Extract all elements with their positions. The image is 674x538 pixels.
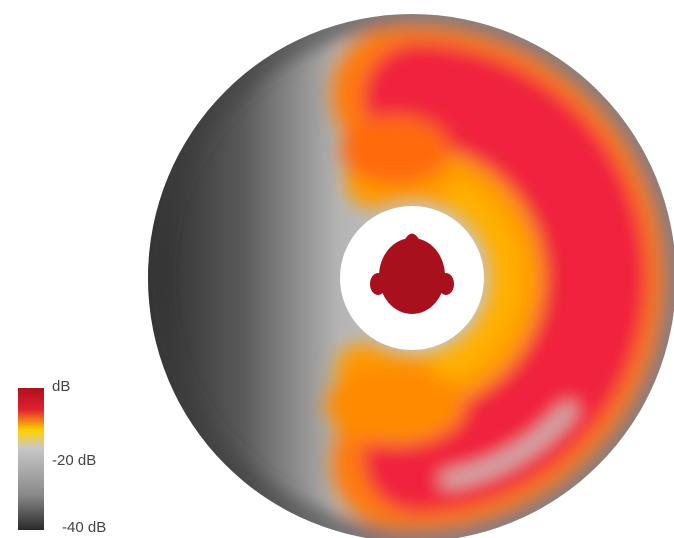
heatmap-disk [148, 14, 674, 538]
heat-blob [340, 115, 450, 185]
colorbar [18, 388, 44, 530]
head-icon [370, 233, 454, 314]
heat-blob [325, 365, 465, 445]
heat-band [440, 402, 577, 487]
colorbar-label: -40 dB [62, 519, 106, 536]
colorbar-label: -20 dB [52, 452, 96, 469]
heat-band [363, 43, 647, 513]
outer-dark-ring [148, 14, 674, 538]
heatmap-layer [148, 14, 674, 538]
colorbar-label: dB [52, 378, 70, 395]
heat-band [429, 180, 522, 383]
